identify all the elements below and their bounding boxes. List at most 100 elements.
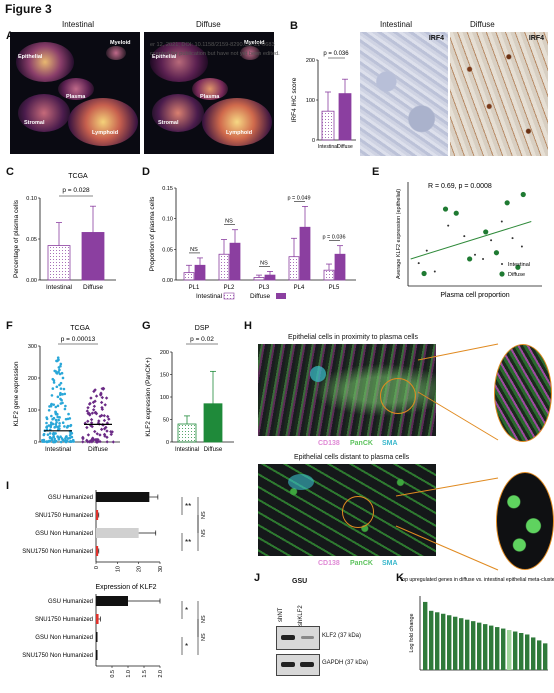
bar [465, 620, 469, 670]
bar [537, 640, 541, 670]
cluster-label: Lymphoid [226, 130, 252, 136]
point-intestinal [51, 378, 54, 381]
point-intestinal [69, 440, 72, 443]
x-axis-label: Plasma cell proportion [440, 292, 509, 299]
cluster-label: Myeloid [110, 40, 130, 46]
y-tick-label: 0.00 [26, 278, 37, 284]
legend-label: Diffuse [508, 272, 525, 278]
point-intestinal [53, 370, 56, 373]
point-diffuse [103, 414, 106, 417]
point-diffuse [505, 200, 510, 205]
bar [96, 492, 149, 502]
bar [265, 275, 275, 280]
blot-band-gapdh: GAPDH (37 kDa) [322, 660, 368, 666]
bar [254, 278, 264, 280]
ihc-image-diffuse: IRF4 [450, 32, 548, 156]
x-tick-label: PL3 [259, 285, 270, 291]
x-tick-label: PL1 [189, 285, 200, 291]
bar [230, 243, 240, 280]
point-diffuse [483, 229, 488, 234]
x-tick-label: 1.0 [126, 670, 132, 678]
category-label: GSU Non Humanized [35, 635, 93, 641]
category-label: SNU1750 Humanized [35, 513, 93, 519]
point-diffuse [494, 250, 499, 255]
y-tick-label: 0.05 [162, 247, 173, 253]
bar [453, 617, 457, 670]
chart-top-genes: Top upregulated genes in diffuse vs. int… [404, 574, 552, 690]
bar [96, 650, 98, 660]
chart-dsp-klf2: 050100150200KLF2 expression (PanCK+)DSPp… [142, 322, 242, 474]
x-tick-label: Diffuse [337, 144, 353, 150]
cluster-label: Lymphoid [92, 130, 118, 136]
legend-swatch [276, 293, 286, 299]
bar [471, 621, 475, 670]
h-legend-cd138-bottom: CD138 [318, 560, 340, 567]
point-intestinal [47, 433, 50, 436]
fit-line [411, 222, 532, 259]
bar [339, 94, 351, 140]
point-intestinal [521, 245, 523, 247]
y-tick-label: 0 [312, 138, 315, 144]
point-intestinal [54, 406, 57, 409]
chart-title: TCGA [70, 325, 90, 332]
point-intestinal [58, 425, 61, 428]
chart-klf2-correlation: Average KLF2 expression (epithelial)Plas… [372, 168, 548, 310]
y-tick-label: 200 [28, 376, 37, 382]
panel-label-i: I [6, 480, 9, 492]
blot-title: GSU [292, 578, 307, 585]
panel-label-h: H [244, 320, 252, 332]
point-intestinal [58, 366, 61, 369]
cluster-label: Plasma [66, 94, 85, 100]
point-intestinal [463, 235, 465, 237]
cluster-label: Stromal [158, 120, 178, 126]
umap-left-title: Intestinal [62, 20, 94, 29]
point-diffuse [443, 206, 448, 211]
h-legend-sma-bottom: SMA [382, 560, 398, 567]
point-diffuse [100, 401, 103, 404]
point-diffuse [92, 408, 95, 411]
figure-title: Figure 3 [5, 2, 52, 16]
point-intestinal [52, 387, 55, 390]
x-tick-label: 10 [115, 566, 121, 572]
bar [96, 546, 98, 556]
point-intestinal [49, 432, 52, 435]
bar [178, 424, 196, 442]
x-tick-label: 0 [94, 566, 100, 569]
point-intestinal [51, 418, 54, 421]
point-intestinal [447, 225, 449, 227]
bar [48, 246, 70, 280]
point-intestinal [58, 416, 61, 419]
point-intestinal [482, 258, 484, 260]
chart-tcga-plasma: 0.00 0.05 0.10 Percentage of plasma cells TC… [10, 168, 130, 310]
point-diffuse [86, 406, 89, 409]
y-tick-label: 0.10 [162, 217, 173, 223]
point-intestinal [55, 419, 58, 422]
category-label: SNU1750 Non Humanized [22, 653, 93, 659]
point-intestinal [61, 402, 64, 405]
chart-title: DSP [195, 325, 210, 332]
point-intestinal [63, 388, 66, 391]
point-intestinal [63, 440, 66, 443]
point-intestinal [52, 435, 55, 438]
point-intestinal [61, 372, 64, 375]
ihc-image-intestinal: IRF4 [360, 32, 448, 156]
sig-annotation: NS [201, 615, 207, 623]
bar [96, 596, 128, 606]
blot-lane-2: shKLF2 [298, 605, 304, 626]
x-tick-label: 0.5 [110, 670, 116, 678]
y-tick-label: 0 [34, 440, 37, 446]
bar [335, 254, 345, 280]
bar [96, 614, 99, 624]
point-intestinal [53, 426, 56, 429]
bar [513, 632, 517, 670]
y-tick-label: 300 [28, 344, 37, 350]
h-legend-cd138-top: CD138 [318, 440, 340, 447]
point-diffuse [93, 430, 96, 433]
point-intestinal [64, 437, 67, 440]
y-tick-label: 0 [166, 440, 169, 446]
sig-annotation: ** [185, 502, 191, 511]
chart-plasma-subclusters: 0.000.050.100.15Proportion of plasma cel… [142, 168, 362, 310]
point-intestinal [60, 441, 63, 444]
point-diffuse [105, 429, 108, 432]
point-intestinal [62, 421, 65, 424]
